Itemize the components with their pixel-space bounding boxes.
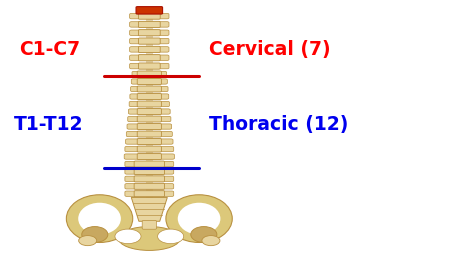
FancyBboxPatch shape <box>137 123 161 130</box>
FancyBboxPatch shape <box>125 184 174 189</box>
Ellipse shape <box>118 227 180 250</box>
FancyBboxPatch shape <box>138 30 160 36</box>
Text: Cervical (7): Cervical (7) <box>209 39 330 59</box>
FancyBboxPatch shape <box>130 94 169 99</box>
Ellipse shape <box>78 203 121 235</box>
FancyBboxPatch shape <box>129 101 170 107</box>
FancyBboxPatch shape <box>137 116 161 122</box>
FancyBboxPatch shape <box>127 124 172 129</box>
FancyBboxPatch shape <box>130 63 169 69</box>
Ellipse shape <box>66 195 133 242</box>
FancyBboxPatch shape <box>138 46 160 52</box>
FancyBboxPatch shape <box>137 109 161 114</box>
FancyBboxPatch shape <box>125 169 174 174</box>
FancyBboxPatch shape <box>125 147 174 152</box>
FancyBboxPatch shape <box>136 7 163 14</box>
FancyBboxPatch shape <box>137 71 161 77</box>
FancyBboxPatch shape <box>134 176 164 182</box>
FancyBboxPatch shape <box>125 191 174 196</box>
FancyBboxPatch shape <box>142 220 156 229</box>
Ellipse shape <box>178 203 220 235</box>
FancyBboxPatch shape <box>128 109 170 114</box>
FancyBboxPatch shape <box>126 131 173 137</box>
FancyBboxPatch shape <box>138 63 160 69</box>
FancyBboxPatch shape <box>134 191 164 197</box>
Text: C1-C7: C1-C7 <box>19 39 80 59</box>
FancyBboxPatch shape <box>134 161 164 167</box>
FancyBboxPatch shape <box>134 183 164 189</box>
FancyBboxPatch shape <box>130 38 169 44</box>
FancyBboxPatch shape <box>137 131 161 137</box>
Polygon shape <box>131 197 167 221</box>
FancyBboxPatch shape <box>137 94 161 99</box>
FancyBboxPatch shape <box>125 161 174 167</box>
FancyBboxPatch shape <box>130 22 169 27</box>
FancyBboxPatch shape <box>137 146 161 152</box>
Ellipse shape <box>157 229 183 244</box>
FancyBboxPatch shape <box>138 13 160 19</box>
Text: Thoracic (12): Thoracic (12) <box>209 115 348 134</box>
FancyBboxPatch shape <box>130 55 169 60</box>
FancyBboxPatch shape <box>137 101 161 107</box>
FancyBboxPatch shape <box>124 154 174 159</box>
Ellipse shape <box>191 227 217 242</box>
FancyBboxPatch shape <box>130 47 169 52</box>
FancyBboxPatch shape <box>128 116 171 122</box>
FancyBboxPatch shape <box>125 176 174 182</box>
Ellipse shape <box>166 195 232 242</box>
Text: T1-T12: T1-T12 <box>14 115 84 134</box>
Ellipse shape <box>82 227 108 242</box>
Ellipse shape <box>202 236 220 246</box>
FancyBboxPatch shape <box>130 86 168 92</box>
FancyBboxPatch shape <box>146 9 153 228</box>
FancyBboxPatch shape <box>132 71 166 77</box>
FancyBboxPatch shape <box>130 13 169 19</box>
Ellipse shape <box>115 229 141 244</box>
FancyBboxPatch shape <box>130 30 169 36</box>
FancyBboxPatch shape <box>137 139 161 144</box>
FancyBboxPatch shape <box>137 78 161 85</box>
FancyBboxPatch shape <box>137 154 161 160</box>
FancyBboxPatch shape <box>131 79 167 84</box>
FancyBboxPatch shape <box>138 38 160 44</box>
FancyBboxPatch shape <box>137 86 161 92</box>
FancyBboxPatch shape <box>138 21 160 28</box>
FancyBboxPatch shape <box>126 139 173 144</box>
Ellipse shape <box>79 236 97 246</box>
FancyBboxPatch shape <box>138 55 160 61</box>
FancyBboxPatch shape <box>134 169 164 174</box>
